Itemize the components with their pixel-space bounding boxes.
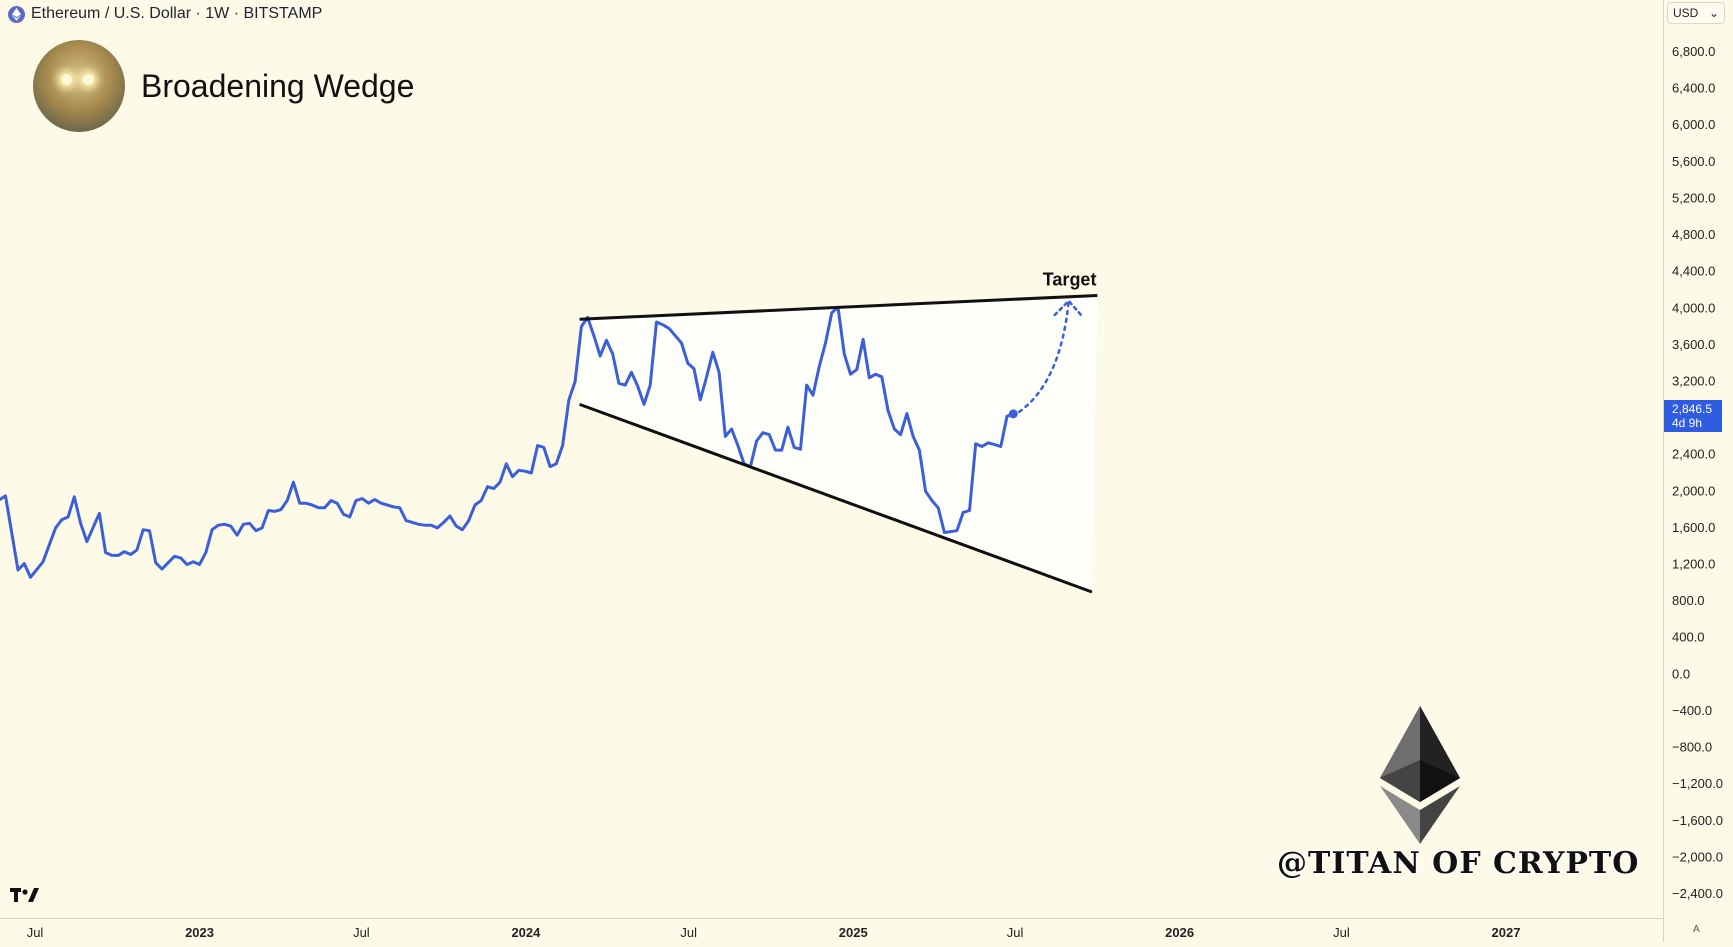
y-tick-label: 4,800.0 bbox=[1672, 227, 1715, 242]
bar-countdown: 4d 9h bbox=[1672, 415, 1703, 430]
y-tick-label: 4,000.0 bbox=[1672, 300, 1715, 315]
y-tick-label: −2,400.0 bbox=[1672, 886, 1723, 901]
y-tick-label: 1,200.0 bbox=[1672, 557, 1715, 572]
y-tick-label: 5,600.0 bbox=[1672, 154, 1715, 169]
x-tick-label: 2027 bbox=[1492, 925, 1521, 940]
projection-path bbox=[1018, 299, 1070, 414]
author-avatar bbox=[33, 40, 125, 132]
x-tick-label: Jul bbox=[680, 925, 697, 940]
y-tick-label: 1,600.0 bbox=[1672, 520, 1715, 535]
y-tick-label: 0.0 bbox=[1672, 666, 1690, 681]
y-tick-label: 4,400.0 bbox=[1672, 264, 1715, 279]
avatar-eye-left bbox=[61, 74, 72, 85]
y-tick-label: −400.0 bbox=[1672, 703, 1712, 718]
y-tick-label: 5,200.0 bbox=[1672, 190, 1715, 205]
y-tick-label: 3,600.0 bbox=[1672, 337, 1715, 352]
y-tick-label: 2,000.0 bbox=[1672, 483, 1715, 498]
currency-label: USD bbox=[1673, 6, 1699, 20]
wedge-lower-trendline bbox=[579, 402, 1093, 594]
auto-scale-button[interactable]: A bbox=[1693, 924, 1700, 935]
ethereum-logo-icon bbox=[1372, 706, 1468, 851]
y-tick-label: −1,200.0 bbox=[1672, 776, 1723, 791]
x-tick-label: 2025 bbox=[839, 925, 868, 940]
x-tick-label: 2026 bbox=[1165, 925, 1194, 940]
last-price-marker bbox=[1008, 409, 1018, 419]
y-tick-label: 6,800.0 bbox=[1672, 44, 1715, 59]
x-tick-label: 2023 bbox=[185, 925, 214, 940]
author-watermark: @TITAN OF CRYPTO bbox=[1277, 846, 1640, 881]
y-tick-label: 6,400.0 bbox=[1672, 81, 1715, 96]
avatar-eye-right bbox=[83, 74, 94, 85]
idea-title-block: Broadening Wedge bbox=[33, 40, 414, 132]
last-price-value: 2,846.5 bbox=[1672, 401, 1713, 416]
symbol-header[interactable]: Ethereum / U.S. Dollar · 1W · BITSTAMP bbox=[8, 4, 322, 24]
x-tick-label: Jul bbox=[27, 925, 44, 940]
wedge-upper-trendline bbox=[579, 293, 1098, 321]
ethereum-icon bbox=[8, 5, 25, 23]
currency-selector[interactable]: USD ⌄ bbox=[1667, 2, 1725, 24]
symbol-line: Ethereum / U.S. Dollar · 1W · BITSTAMP bbox=[31, 5, 323, 22]
wedge-area bbox=[579, 295, 1098, 592]
eth-price-line bbox=[0, 305, 1014, 579]
y-tick-label: 800.0 bbox=[1672, 593, 1705, 608]
x-tick-label: 2024 bbox=[511, 925, 541, 940]
price-axis-panel bbox=[1663, 0, 1733, 942]
x-tick-label: Jul bbox=[1333, 925, 1350, 940]
last-price-tag: 2,846.5 4d 9h bbox=[1664, 399, 1722, 432]
x-tick-label: Jul bbox=[1007, 925, 1024, 940]
y-tick-label: 6,000.0 bbox=[1672, 117, 1715, 132]
y-tick-label: 3,200.0 bbox=[1672, 373, 1715, 388]
y-tick-label: −2,000.0 bbox=[1672, 849, 1723, 864]
tradingview-logo-icon[interactable] bbox=[10, 886, 42, 909]
y-tick-label: −1,600.0 bbox=[1672, 813, 1723, 828]
projection-arrowhead bbox=[1053, 299, 1084, 319]
chevron-down-icon: ⌄ bbox=[1708, 6, 1719, 20]
chart-title: Broadening Wedge bbox=[141, 67, 415, 104]
y-tick-label: 2,400.0 bbox=[1672, 447, 1715, 462]
y-tick-label: −800.0 bbox=[1672, 740, 1712, 755]
x-tick-label: Jul bbox=[353, 925, 370, 940]
y-tick-label: 400.0 bbox=[1672, 630, 1705, 645]
target-annotation: Target bbox=[1043, 269, 1097, 289]
